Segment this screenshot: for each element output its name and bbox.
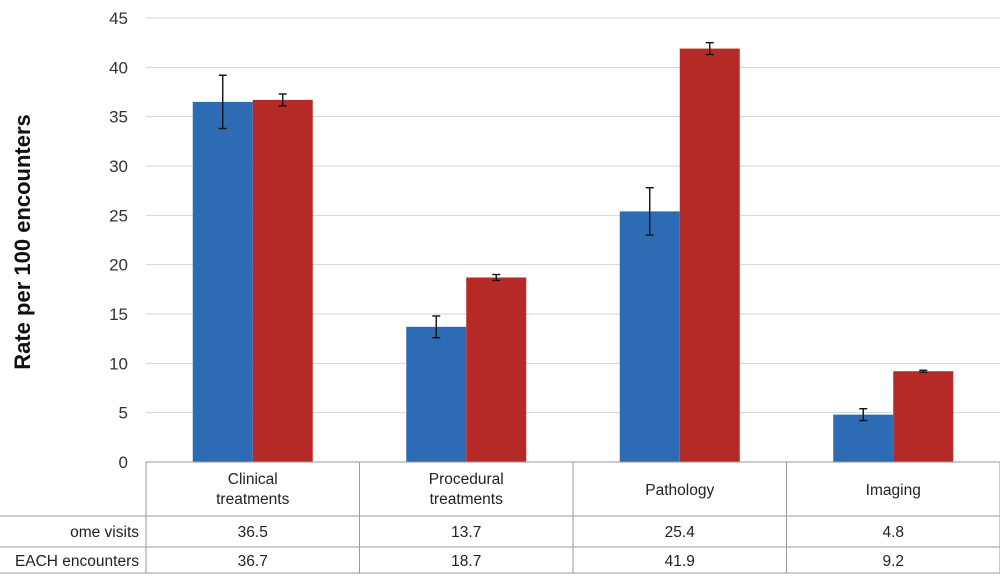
bar — [893, 371, 954, 462]
bar — [833, 414, 894, 462]
table-cell-value: 18.7 — [451, 553, 481, 570]
table-row-label: ome visits — [70, 524, 139, 541]
bar — [619, 211, 680, 462]
y-tick-label: 30 — [109, 157, 128, 176]
bar — [466, 277, 527, 462]
y-tick-label: 15 — [109, 305, 128, 324]
bars — [192, 48, 954, 462]
y-tick-label: 5 — [119, 404, 128, 423]
y-tick-label: 45 — [109, 9, 128, 28]
bar — [252, 99, 313, 462]
y-axis-ticks: 0 5 10 15 20 25 30 35 40 45 — [109, 9, 128, 472]
table-cell-value: 36.5 — [238, 524, 268, 541]
table-cell-value: 36.7 — [238, 553, 268, 570]
bar — [679, 48, 740, 462]
y-tick-label: 25 — [109, 206, 128, 225]
y-tick-label: 35 — [109, 108, 128, 127]
table-cell-value: 13.7 — [451, 524, 481, 541]
y-tick-label: 0 — [119, 453, 128, 472]
x-category-label: Imaging — [866, 482, 921, 499]
error-bars — [218, 41, 928, 422]
x-category-label: Procedural — [429, 471, 504, 488]
x-category-label: Pathology — [645, 482, 714, 499]
table-row-label: EACH encounters — [15, 553, 139, 570]
y-tick-label: 40 — [109, 58, 128, 77]
table-cell-value: 4.8 — [882, 524, 904, 541]
bar — [192, 101, 253, 462]
y-axis-label: Rate per 100 encounters — [10, 114, 35, 370]
y-tick-label: 20 — [109, 256, 128, 275]
table-cell-value: 9.2 — [882, 553, 904, 570]
bar — [406, 326, 467, 462]
table-cell-value: 25.4 — [665, 524, 696, 541]
table-cell-value: 41.9 — [665, 553, 695, 570]
x-category-label: treatments — [430, 491, 503, 508]
x-category-label: treatments — [216, 491, 289, 508]
data-table: Clinical treatments Procedural treatments Pa… — [0, 461, 1000, 574]
x-category-label: Clinical — [228, 471, 278, 488]
y-tick-label: 10 — [109, 354, 128, 373]
